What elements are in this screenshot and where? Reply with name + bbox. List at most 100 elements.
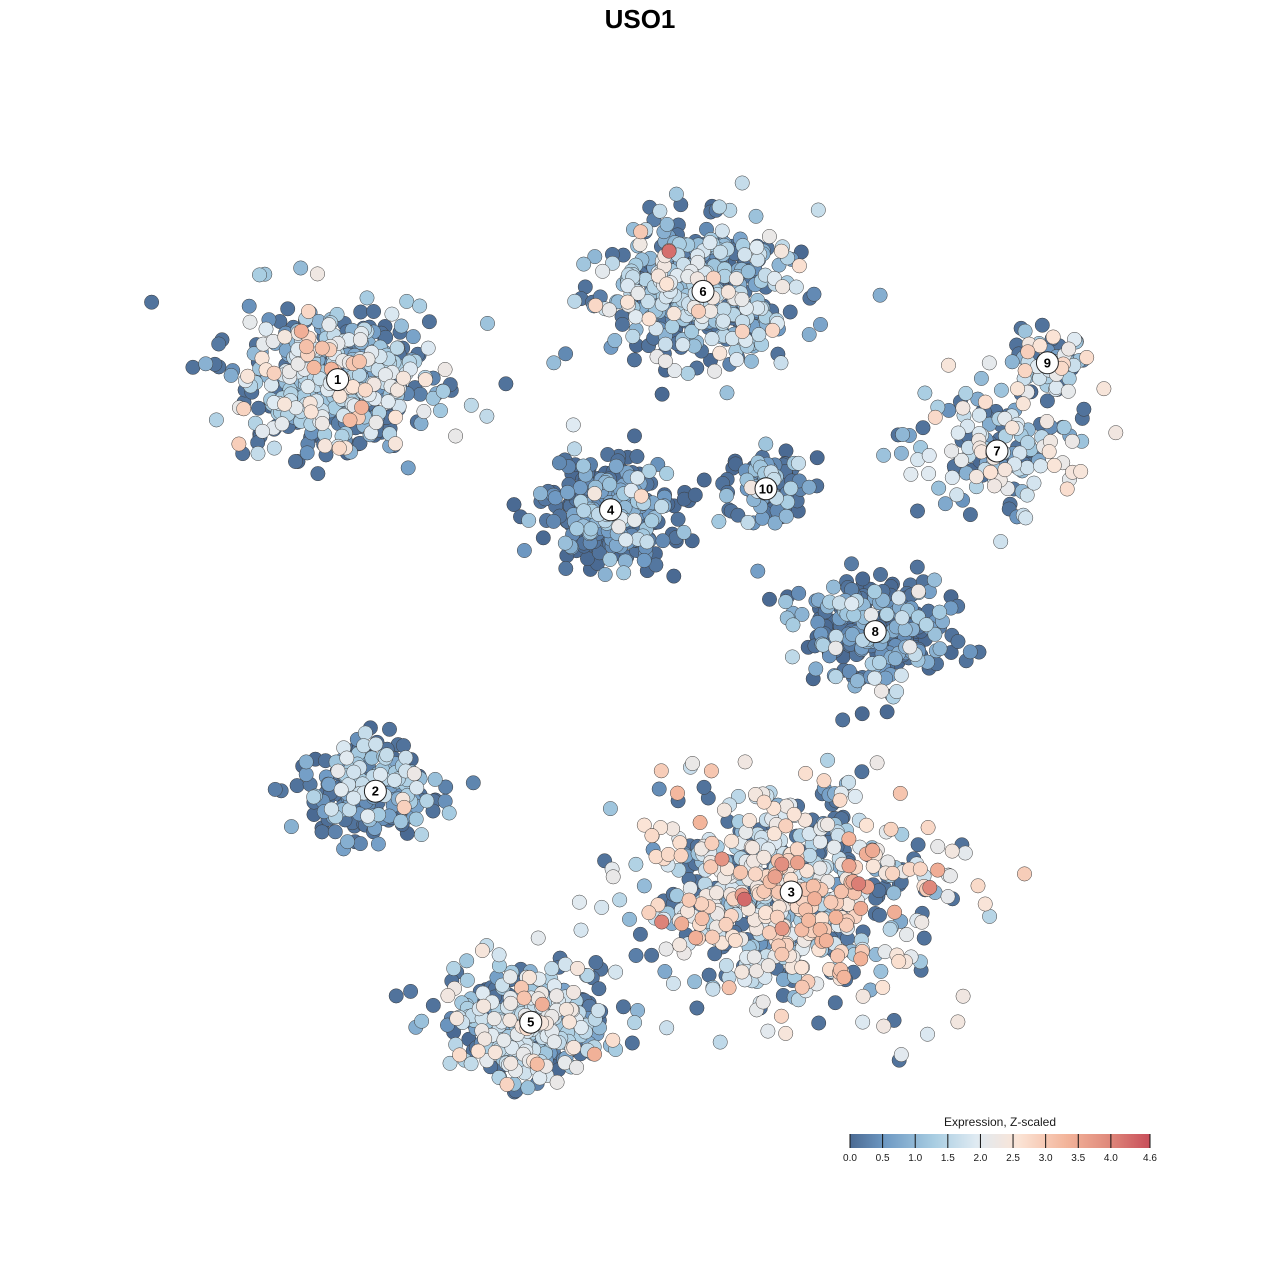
cell-point <box>707 363 723 379</box>
cell-point <box>620 278 636 294</box>
cell-point <box>544 961 560 977</box>
cell-point <box>594 899 610 915</box>
cell-point <box>867 584 883 600</box>
cell-point <box>644 513 660 529</box>
cell-point <box>288 454 303 469</box>
cell-point <box>440 988 456 1004</box>
cell-point <box>727 932 743 948</box>
cell-point <box>240 368 256 384</box>
cell-point <box>659 276 675 292</box>
cell-point <box>314 340 330 356</box>
cell-point <box>691 303 706 319</box>
cell-point <box>368 736 384 752</box>
cell-point <box>993 382 1009 398</box>
cell-point <box>696 472 712 488</box>
cell-point <box>1073 464 1089 479</box>
cluster-label-text: 6 <box>699 284 706 299</box>
cell-point <box>873 963 889 979</box>
cell-point <box>266 440 282 456</box>
cell-point <box>601 302 617 318</box>
cell-point <box>773 1008 789 1024</box>
cell-point <box>1018 510 1034 526</box>
cell-point <box>879 704 895 720</box>
cell-point <box>853 951 869 967</box>
cell-point <box>756 849 772 865</box>
cell-point <box>277 396 293 412</box>
cell-point <box>267 781 283 797</box>
cell-point <box>672 835 688 851</box>
cell-point <box>620 294 636 310</box>
cell-point <box>927 572 942 588</box>
cell-point <box>293 323 309 339</box>
cell-point <box>567 293 583 309</box>
cell-point <box>692 815 708 830</box>
cell-point <box>997 462 1013 478</box>
cluster-label-text: 9 <box>1044 355 1051 370</box>
cell-point <box>844 596 860 612</box>
cell-point <box>666 306 682 322</box>
cell-point <box>476 998 492 1014</box>
cell-point <box>927 409 943 425</box>
cell-point <box>703 763 719 779</box>
cell-point <box>786 806 802 822</box>
cell-point <box>820 816 836 832</box>
cell-point <box>719 488 735 504</box>
cell-point <box>433 403 448 419</box>
cell-point <box>893 667 909 683</box>
cell-point <box>565 417 581 433</box>
cell-point <box>665 976 681 991</box>
cell-point <box>774 946 790 962</box>
cell-point <box>962 507 978 523</box>
cell-point <box>899 927 915 943</box>
cell-point <box>883 821 899 837</box>
cell-point <box>894 610 910 626</box>
cluster-label-badge <box>599 498 623 522</box>
cell-point <box>773 243 789 259</box>
cell-point <box>674 916 690 932</box>
colorbar: 0.0 0.5 1.0 1.5 2.0 2.5 3.0 3.5 4.0 4.6 <box>843 1134 1157 1164</box>
cell-point <box>743 353 759 369</box>
cell-point <box>640 294 656 310</box>
cell-point <box>632 236 648 252</box>
cell-point <box>280 301 296 317</box>
cell-point <box>657 353 673 369</box>
cluster-label-9: 9 <box>1035 351 1059 375</box>
cell-point <box>314 416 330 431</box>
cell-point <box>712 345 728 361</box>
cell-point <box>387 772 403 788</box>
cell-point <box>921 448 937 463</box>
cell-point <box>452 1047 468 1063</box>
cell-point <box>652 203 668 219</box>
cell-point <box>1064 433 1080 449</box>
cell-point <box>680 365 696 381</box>
cell-point <box>605 255 620 271</box>
cell-point <box>630 285 646 301</box>
cluster-label-text: 5 <box>527 1015 534 1030</box>
colorbar-tick-label: 0.5 <box>876 1153 890 1164</box>
cell-point <box>576 503 592 519</box>
cell-point <box>681 892 697 908</box>
cell-point <box>828 669 844 685</box>
cell-point <box>566 984 581 1000</box>
cell-point <box>855 571 871 587</box>
cell-point <box>813 317 828 332</box>
colorbar-tick-label: 2.0 <box>973 1153 987 1164</box>
cell-point <box>895 427 911 442</box>
cell-point <box>1015 396 1031 412</box>
cell-point <box>651 781 667 797</box>
cell-point <box>728 271 744 287</box>
cell-point <box>480 315 495 331</box>
cell-point <box>1019 487 1035 503</box>
cell-point <box>1026 475 1042 491</box>
cell-point <box>615 999 631 1015</box>
cell-point <box>867 670 883 686</box>
cell-point <box>546 355 562 371</box>
cell-point <box>807 891 823 907</box>
cell-point <box>516 990 532 1006</box>
cell-point <box>921 466 937 482</box>
cell-point <box>873 567 888 582</box>
cell-point <box>611 519 627 535</box>
cell-point <box>737 754 753 770</box>
cell-point <box>791 258 807 274</box>
cell-point <box>583 521 599 537</box>
